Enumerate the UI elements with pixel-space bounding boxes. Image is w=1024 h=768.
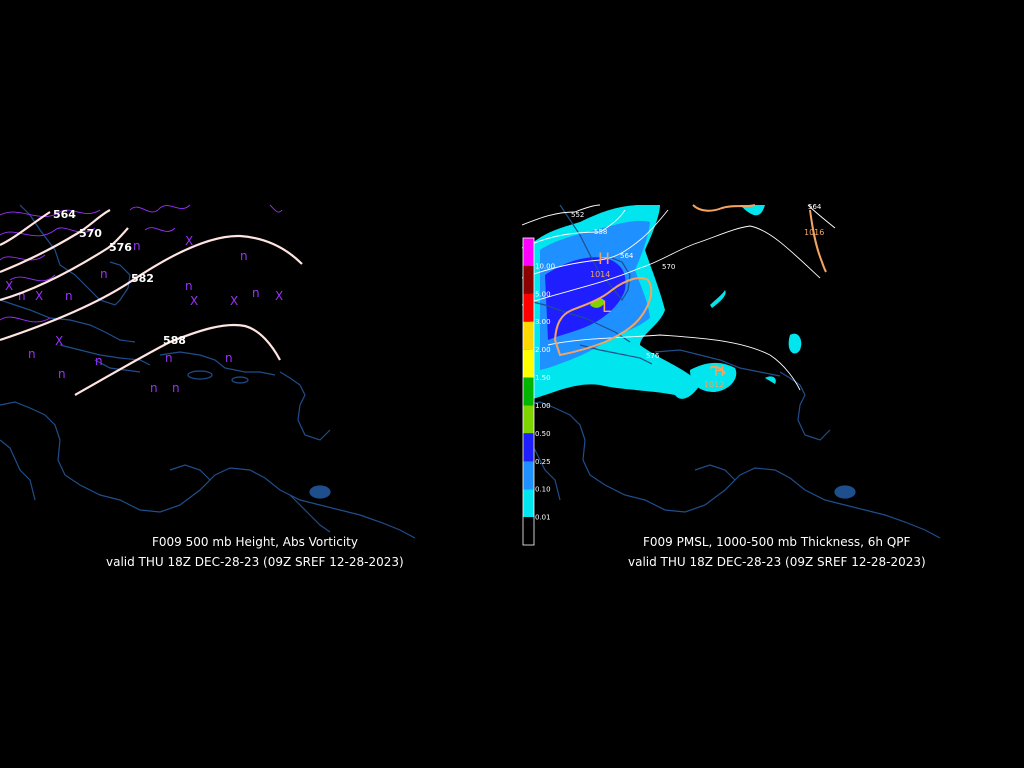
vort-n-symbol: n	[100, 267, 108, 281]
colorbar-swatch	[523, 405, 534, 434]
vort-x-symbol: X	[190, 294, 198, 308]
qpf-area-light	[788, 333, 802, 354]
height-label: 564	[53, 208, 76, 221]
height-label: 582	[131, 272, 154, 285]
vort-n-symbol: n	[58, 367, 66, 381]
colorbar-swatch	[523, 433, 534, 462]
vort-x-symbol: X	[5, 279, 13, 293]
vort-n-symbol: n	[185, 279, 193, 293]
thickness-labels: 552 558 564 570 576 564	[571, 203, 822, 360]
high-pressure-center: H	[714, 364, 725, 380]
left-panel-valid-time: valid THU 18Z DEC-28-23 (09Z SREF 12-28-…	[106, 555, 404, 569]
colorbar-swatch	[523, 377, 534, 406]
right-panel-title: F009 PMSL, 1000-500 mb Thickness, 6h QPF	[643, 535, 911, 549]
colorbar-label: 0.50	[535, 430, 551, 438]
vort-x-symbol: X	[230, 294, 238, 308]
colorbar-label: 5.00	[535, 290, 551, 298]
colorbar-label: 2.00	[535, 346, 551, 354]
colorbar-label: 10.00	[535, 262, 555, 270]
vort-x-symbol: X	[185, 234, 193, 248]
thickness-label: 564	[808, 203, 822, 211]
height-labels: 564 570 576 582 588	[53, 208, 186, 347]
qpf-area-light	[690, 362, 737, 392]
right-panel-valid-time: valid THU 18Z DEC-28-23 (09Z SREF 12-28-…	[628, 555, 926, 569]
qpf-area-light	[710, 290, 726, 308]
colorbar-label: 0.25	[535, 458, 551, 466]
vort-n-symbol: n	[150, 381, 158, 395]
height-label: 588	[163, 334, 186, 347]
right-coastlines	[524, 204, 941, 539]
colorbar-swatch	[523, 265, 534, 294]
colorbar-swatch	[523, 517, 534, 545]
colorbar-swatch	[523, 489, 534, 518]
right-map-panel: H L H 1014 1016 1012 552 558 564 570 576…	[521, 203, 941, 546]
vort-n-symbol: n	[95, 354, 103, 368]
vort-n-symbol: n	[165, 351, 173, 365]
vort-n-symbol: n	[240, 249, 248, 263]
low-pressure-center: L	[602, 297, 611, 316]
colorbar-swatch	[523, 238, 534, 266]
height-contours	[0, 209, 303, 396]
pressure-value: 1016	[804, 228, 824, 237]
vort-n-symbol: n	[133, 239, 141, 253]
colorbar-label: 1.50	[535, 374, 551, 382]
colorbar-swatch	[523, 349, 534, 378]
thickness-label: 564	[620, 252, 634, 260]
thickness-label: 570	[662, 263, 675, 271]
qpf-colorbar: 10.00 5.00 3.00 2.00 1.50 1.00 0.50 0.25 0.10 0.0…	[522, 237, 555, 546]
colorbar-swatch	[523, 293, 534, 322]
vorticity-field: X X X X X X X n n n n n n n n n n n n n …	[0, 204, 283, 395]
high-pressure-center: H	[598, 249, 610, 268]
thickness-label: 558	[594, 228, 607, 236]
pressure-value: 1012	[704, 380, 724, 389]
isobars	[553, 204, 827, 375]
left-map-panel: X X X X X X X n n n n n n n n n n n n n …	[0, 204, 416, 539]
height-label: 570	[79, 227, 102, 240]
qpf-area-light	[740, 205, 765, 216]
vort-x-symbol: X	[275, 289, 283, 303]
qpf-area-max	[590, 298, 605, 308]
colorbar-swatch	[523, 461, 534, 490]
qpf-area-light	[765, 376, 776, 384]
colorbar-label: 0.10	[535, 486, 551, 494]
left-coastlines	[0, 204, 416, 539]
qpf-area-heavy	[545, 257, 626, 340]
thickness-lines	[521, 204, 836, 391]
colorbar-swatch	[523, 321, 534, 350]
colorbar-label: 3.00	[535, 318, 551, 326]
vort-n-symbol: n	[28, 347, 36, 361]
pressure-value: 1014	[590, 270, 610, 279]
pressure-centers: H L H 1014 1016 1012	[590, 228, 824, 389]
thickness-label: 552	[571, 211, 584, 219]
thickness-label: 576	[646, 352, 660, 360]
qpf-shading	[530, 205, 802, 400]
vort-n-symbol: n	[225, 351, 233, 365]
colorbar-outline	[522, 237, 535, 546]
vort-n-symbol: n	[65, 289, 73, 303]
colorbar-label: 0.01	[535, 514, 551, 522]
vort-x-symbol: X	[35, 289, 43, 303]
vort-n-symbol: n	[252, 286, 260, 300]
vort-n-symbol: n	[18, 289, 26, 303]
left-panel-title: F009 500 mb Height, Abs Vorticity	[152, 535, 358, 549]
vort-x-symbol: X	[55, 334, 63, 348]
vort-n-symbol: n	[172, 381, 180, 395]
height-label: 576	[109, 241, 132, 254]
colorbar-label: 1.00	[535, 402, 551, 410]
